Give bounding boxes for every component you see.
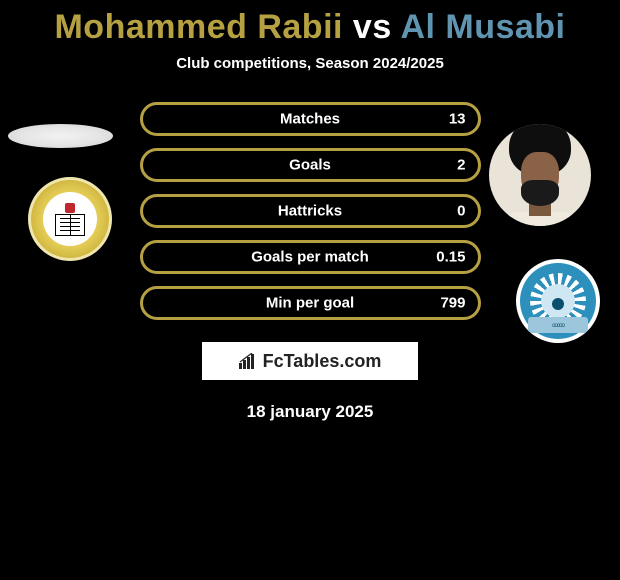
crest-inner	[43, 192, 97, 246]
stat-label: Matches	[280, 111, 340, 128]
subtitle: Club competitions, Season 2024/2025	[0, 55, 620, 72]
player1-silhouette-placeholder	[8, 124, 113, 148]
stat-row-min-per-goal: Min per goal 799	[140, 286, 481, 320]
stat-value-right: 2	[457, 157, 465, 174]
brand-bar: FcTables.com	[202, 342, 418, 380]
stat-value-right: 799	[440, 295, 465, 312]
crest-flame-icon	[65, 203, 75, 213]
title-player2: Al Musabi	[400, 8, 565, 46]
stat-row-goals: Goals 2	[140, 148, 481, 182]
brand-text: FcTables.com	[263, 351, 382, 372]
stat-label: Goals per match	[251, 249, 369, 266]
olympic-rings-icon: ooooo	[552, 323, 564, 329]
stat-label: Hattricks	[278, 203, 342, 220]
stat-row-hattricks: Hattricks 0	[140, 194, 481, 228]
stat-value-right: 13	[449, 111, 466, 128]
title: Mohammed Rabii vs Al Musabi	[0, 0, 620, 47]
title-vs: vs	[353, 8, 392, 46]
stat-row-goals-per-match: Goals per match 0.15	[140, 240, 481, 274]
stat-label: Min per goal	[266, 295, 354, 312]
date: 18 january 2025	[0, 402, 620, 422]
brand-chart-icon	[239, 353, 257, 369]
stats-container: Matches 13 Goals 2 Hattricks 0 Goals per…	[140, 102, 481, 320]
title-player1: Mohammed Rabii	[54, 8, 342, 46]
player1-club-crest	[28, 177, 112, 261]
stat-value-right: 0	[457, 203, 465, 220]
player2-club-crest: ooooo	[516, 259, 600, 343]
stat-label: Goals	[289, 157, 331, 174]
stat-value-right: 0.15	[436, 249, 465, 266]
crest-book-icon	[55, 214, 85, 236]
stat-row-matches: Matches 13	[140, 102, 481, 136]
player2-photo	[489, 124, 591, 226]
